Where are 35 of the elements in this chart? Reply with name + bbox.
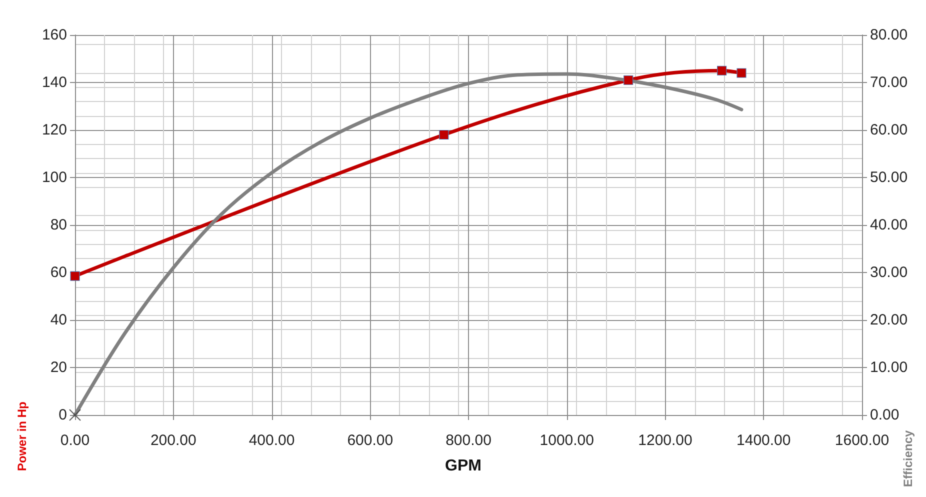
y2-axis-title: Efficiency [901,430,915,487]
x-tick-label: 800.00 [446,432,492,449]
y2-tick-label: 70.00 [870,74,908,91]
y-tick-label: 20 [50,359,67,376]
x-tick-label: 1600.00 [834,432,890,449]
x-tick-label: 400.00 [248,432,295,449]
x-tick-label: 1400.00 [736,432,791,449]
y2-tick-label: 30.00 [870,264,908,281]
y2-tick-label: 60.00 [870,122,908,138]
y2-tick-label: 40.00 [870,216,908,234]
y2-tick-label: 80.00 [870,26,908,44]
x-tick-label: 0.00 [60,432,90,449]
y-tick-label: 160 [42,26,67,44]
y-tick-label: 100 [42,169,67,186]
point [624,75,634,85]
y-tick-label: 0 [58,406,67,424]
y-tick-label: 140 [42,74,67,91]
y2-tick-label: 0.00 [870,406,900,424]
y2-tick-label: 10.00 [870,359,908,376]
x-tick-label: 1000.00 [540,432,594,449]
y-tick-label: 60 [50,264,67,281]
y-tick-label: 40 [50,312,67,328]
y2-tick-label: 50.00 [870,169,908,186]
x-axis-title: GPM [445,458,482,474]
x-tick-label: 600.00 [347,432,394,449]
point [736,68,746,78]
y-tick-label: 80 [50,216,67,234]
point [439,130,449,140]
x-tick-label: 200.00 [150,432,196,449]
x-tick-label: 1200.00 [638,432,692,449]
y-axis-title: Power in Hp [15,402,29,471]
y2-tick-label: 20.00 [870,312,908,328]
y-tick-label: 120 [42,122,67,138]
point [70,271,80,281]
point [717,66,727,76]
